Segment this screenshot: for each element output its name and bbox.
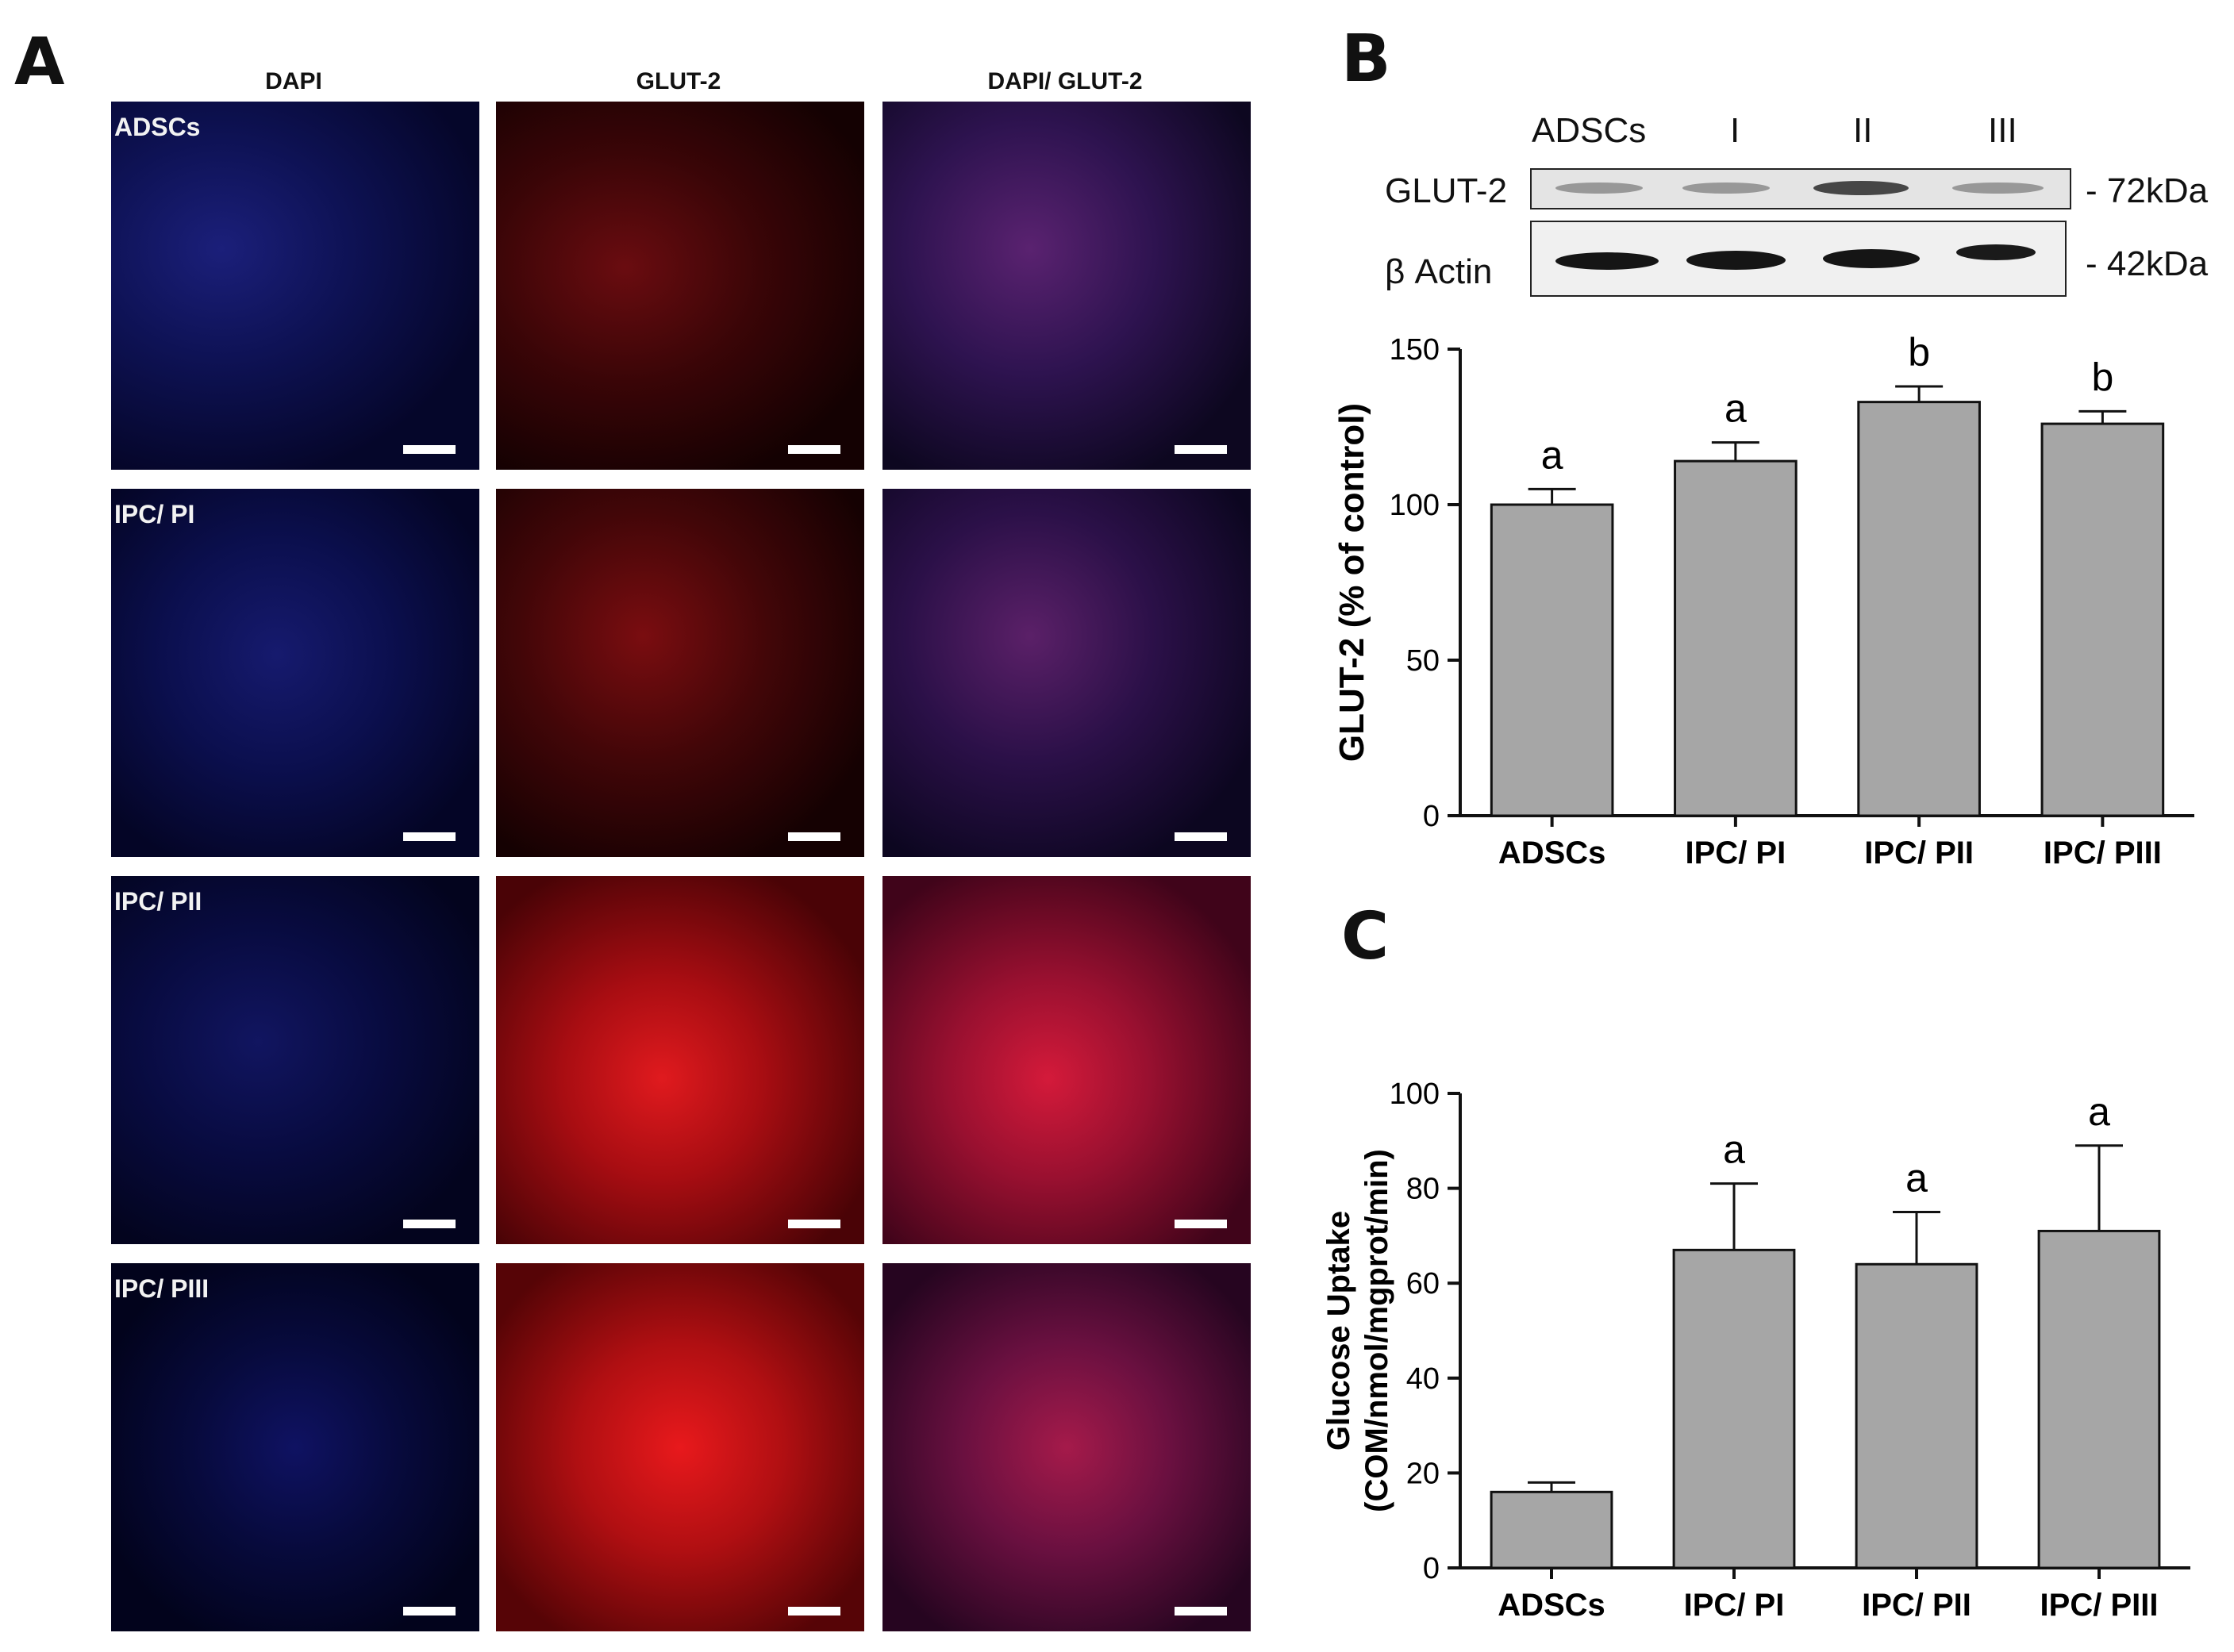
- x-tick-label: IPC/ PIII: [2044, 836, 2162, 870]
- scale-bar: [403, 1220, 456, 1228]
- blot-band: [1682, 182, 1770, 194]
- scale-bar: [788, 832, 840, 841]
- row-label-ipc-pii: IPC/ PII: [114, 887, 202, 916]
- bar: [1674, 459, 1798, 817]
- row-label-ipc-piii: IPC/ PIII: [114, 1274, 210, 1303]
- x-tick-label: IPC/ PIII: [2040, 1588, 2159, 1623]
- y-axis-label-line2: (COM/nmol/mgprot/min): [1359, 1149, 1394, 1512]
- significance-letter: a: [1725, 386, 1747, 431]
- blot-band: [1813, 181, 1909, 195]
- micrograph-pii-merge: [882, 876, 1251, 1244]
- y-axis-label-line1: Glucose Uptake: [1321, 1211, 1356, 1450]
- column-header-merge: DAPI/ GLUT-2: [987, 68, 1143, 94]
- x-tick-label: IPC/ PII: [1862, 1588, 1971, 1623]
- bar: [2037, 1229, 2161, 1569]
- blot-lane-adscs: ADSCs: [1532, 111, 1647, 150]
- blot-strip-actin: [1530, 221, 2067, 297]
- bar: [1855, 1262, 1978, 1569]
- micrograph-piii-merge: [882, 1263, 1251, 1631]
- scale-bar: [788, 1220, 840, 1228]
- bar: [1490, 503, 1614, 817]
- significance-letter: a: [2088, 1089, 2110, 1134]
- blot-lane-i: I: [1730, 111, 1740, 150]
- row-label-adscs: ADSCs: [114, 113, 201, 141]
- panel-b-letter: B: [1341, 21, 1391, 97]
- scale-bar: [1175, 445, 1227, 454]
- blot-band: [1956, 244, 2036, 260]
- column-header-dapi: DAPI: [265, 68, 322, 94]
- micrograph-pii-glut2: [496, 876, 864, 1244]
- scale-bar: [1175, 1607, 1227, 1616]
- x-tick-label: ADSCs: [1498, 1588, 1605, 1623]
- bar: [1490, 1490, 1613, 1569]
- y-tick-label: 100: [1390, 1078, 1440, 1111]
- blot-band: [1823, 249, 1920, 268]
- panel-a-letter: A: [14, 25, 65, 100]
- scale-bar: [1175, 832, 1227, 841]
- y-axis-label: GLUT-2 (% of control): [1332, 403, 1371, 762]
- significance-letter: a: [1541, 432, 1563, 477]
- blot-lane-ii: II: [1853, 111, 1873, 150]
- y-tick-label: 60: [1406, 1267, 1440, 1300]
- micrograph-adscs-dapi: ADSCs: [111, 102, 479, 470]
- row-label-ipc-pi: IPC/ PI: [114, 500, 195, 528]
- y-tick-label: 150: [1390, 333, 1440, 367]
- y-tick-label: 20: [1406, 1457, 1440, 1490]
- micrograph-adscs-merge: [882, 102, 1251, 470]
- significance-letter: a: [1905, 1156, 1928, 1201]
- blot-band: [1555, 252, 1659, 270]
- blot-marker-72kda: - 72kDa: [2086, 171, 2209, 210]
- bar: [2040, 422, 2165, 817]
- blot-band: [1686, 251, 1786, 270]
- panel-c-letter: C: [1341, 899, 1390, 974]
- x-tick-label: IPC/ PI: [1686, 836, 1786, 870]
- y-tick-label: 80: [1406, 1173, 1440, 1206]
- y-tick-label: 0: [1423, 1552, 1440, 1585]
- bar: [1857, 401, 1981, 817]
- scale-bar: [1175, 1220, 1227, 1228]
- significance-letter: b: [1908, 330, 1930, 375]
- micrograph-pi-glut2: [496, 489, 864, 857]
- scale-bar: [788, 1607, 840, 1616]
- blot-strip-glut2: [1530, 168, 2071, 209]
- blot-band: [1555, 182, 1643, 194]
- chart-c: 0 20 40 60 80 100 ADSCs IPC/ PI a IPC/ PII a IPC/ P…: [1321, 1078, 2190, 1623]
- blot-row-glut2: GLUT-2: [1385, 171, 1508, 210]
- scale-bar: [403, 1607, 456, 1616]
- micrograph-piii-glut2: [496, 1263, 864, 1631]
- x-tick-label: IPC/ PI: [1684, 1588, 1785, 1623]
- micrograph-piii-dapi: IPC/ PIII: [111, 1263, 479, 1631]
- significance-letter: a: [1723, 1128, 1745, 1172]
- column-header-glut2: GLUT-2: [636, 68, 721, 94]
- y-tick-label: 100: [1390, 489, 1440, 522]
- blot-lane-iii: III: [1988, 111, 2017, 150]
- y-tick-label: 50: [1406, 644, 1440, 678]
- blot-marker-42kda: - 42kDa: [2086, 244, 2209, 283]
- scale-bar: [403, 445, 456, 454]
- micrograph-pii-dapi: IPC/ PII: [111, 876, 479, 1244]
- significance-letter: b: [2091, 355, 2113, 399]
- blot-row-actin: β Actin: [1385, 252, 1493, 291]
- x-tick-label: IPC/ PII: [1864, 836, 1974, 870]
- micrograph-adscs-glut2: [496, 102, 864, 470]
- bar: [1672, 1248, 1796, 1569]
- micrograph-pi-merge: [882, 489, 1251, 857]
- scale-bar: [403, 832, 456, 841]
- y-tick-label: 40: [1406, 1362, 1440, 1396]
- micrograph-pi-dapi: IPC/ PI: [111, 489, 479, 857]
- blot-band: [1952, 182, 2044, 194]
- scale-bar: [788, 445, 840, 454]
- x-tick-label: ADSCs: [1498, 836, 1606, 870]
- chart-b: 0 50 100 150 ADSCs a IPC/ PI a IPC/ PII b IPC/ PII…: [1332, 330, 2194, 870]
- y-tick-label: 0: [1423, 800, 1440, 833]
